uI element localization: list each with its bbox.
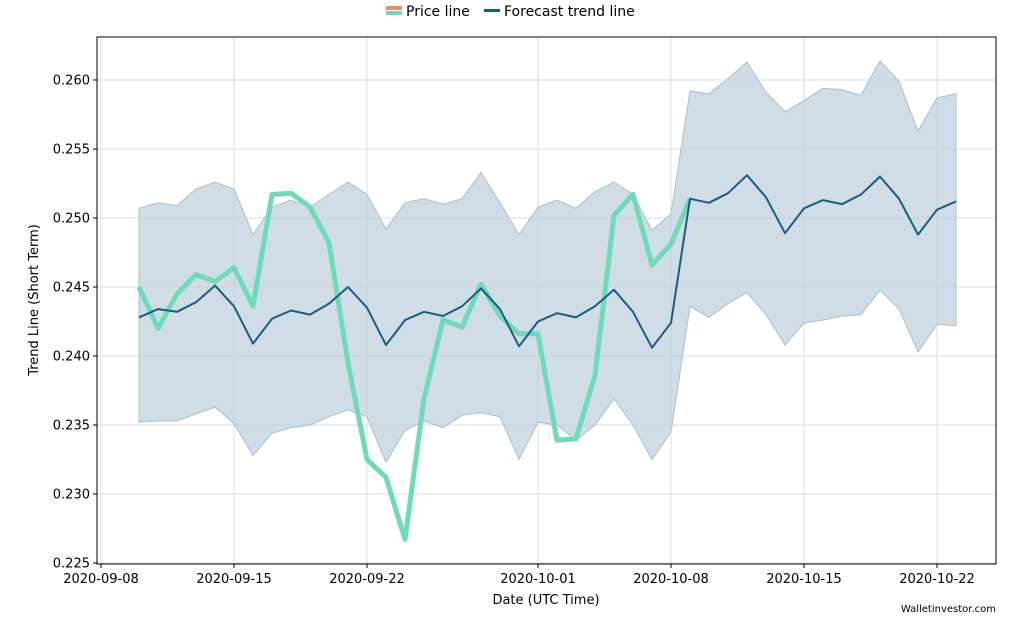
legend-swatch-price-line-bottom bbox=[386, 11, 402, 15]
y-axis-ticks: 0.225 0.230 0.235 0.240 0.245 0.250 0.255 0.260 bbox=[53, 74, 97, 572]
forecast-trend-line-series bbox=[138, 174, 957, 349]
y-axis-label: Trend Line (Short Term) bbox=[27, 224, 42, 377]
forecast-confidence-band bbox=[138, 59, 957, 464]
watermark: Walletinvestor.com bbox=[901, 604, 996, 615]
y-tick-label: 0.240 bbox=[53, 350, 90, 365]
y-tick-label: 0.260 bbox=[53, 74, 90, 89]
y-tick-label: 0.255 bbox=[53, 143, 90, 158]
x-tick-label: 2020-10-08 bbox=[633, 572, 709, 587]
legend-label-price-line: Price line bbox=[406, 4, 470, 20]
legend-label-forecast-trend-line: Forecast trend line bbox=[504, 4, 635, 20]
legend-swatch-price-line-top bbox=[386, 6, 402, 10]
x-tick-label: 2020-10-15 bbox=[766, 572, 842, 587]
y-tick-label: 0.230 bbox=[53, 488, 90, 503]
lines-layer bbox=[136, 174, 957, 542]
y-tick-label: 0.250 bbox=[53, 212, 90, 227]
legend-swatch-forecast-trend-line bbox=[484, 9, 500, 12]
y-tick-label: 0.225 bbox=[53, 557, 90, 572]
x-tick-label: 2020-09-15 bbox=[196, 572, 272, 587]
legend: Price line Forecast trend line bbox=[386, 4, 635, 20]
x-tick-label: 2020-10-22 bbox=[899, 572, 975, 587]
plot-frame bbox=[96, 36, 997, 565]
y-tick-label: 0.235 bbox=[53, 419, 90, 434]
y-tick-label: 0.245 bbox=[53, 281, 90, 296]
x-axis-ticks: 2020-09-08 2020-09-15 2020-09-22 2020-10-01… bbox=[63, 564, 975, 587]
forecast-band-layer bbox=[138, 59, 957, 464]
x-axis-label: Date (UTC Time) bbox=[492, 593, 599, 608]
price-line-series bbox=[136, 190, 693, 542]
x-tick-label: 2020-09-22 bbox=[329, 572, 405, 587]
x-tick-label: 2020-10-01 bbox=[500, 572, 576, 587]
x-tick-label: 2020-09-08 bbox=[63, 572, 139, 587]
